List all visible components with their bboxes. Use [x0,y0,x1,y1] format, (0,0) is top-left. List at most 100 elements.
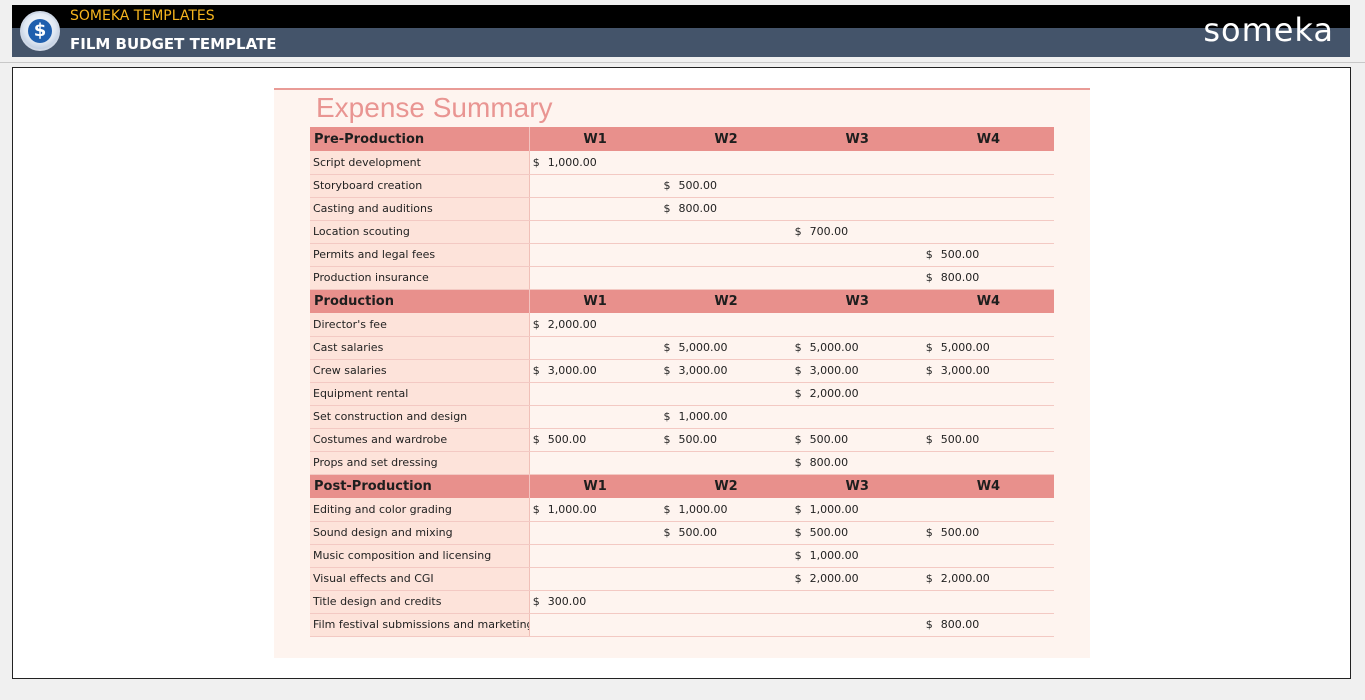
amount-cell[interactable] [791,151,923,175]
amount-cell[interactable]: $2,000.00 [791,382,923,406]
amount-cell[interactable]: $2,000.00 [791,567,923,591]
amount-cell[interactable] [529,220,661,244]
amount-cell[interactable]: $700.00 [791,220,923,244]
amount-cell[interactable] [922,544,1054,568]
week-header[interactable]: W1 [529,127,661,151]
amount-cell[interactable] [660,567,792,591]
dollar-coin-icon[interactable]: $ [20,11,60,51]
expense-item-cell[interactable]: Sound design and mixing [310,521,530,545]
week-header[interactable]: W3 [791,474,923,498]
amount-cell[interactable]: $500.00 [791,428,923,452]
amount-cell[interactable] [529,243,661,267]
amount-cell[interactable]: $1,000.00 [660,498,792,522]
amount-cell[interactable]: $500.00 [660,174,792,198]
expense-item-cell[interactable]: Cast salaries [310,336,530,360]
amount-cell[interactable] [529,174,661,198]
amount-cell[interactable] [791,197,923,221]
amount-cell[interactable]: $800.00 [922,613,1054,637]
amount-cell[interactable]: $500.00 [922,243,1054,267]
expense-item-cell[interactable]: Props and set dressing [310,451,530,475]
amount-cell[interactable] [660,220,792,244]
amount-cell[interactable] [660,151,792,175]
amount-cell[interactable]: $2,000.00 [529,313,661,337]
amount-cell[interactable] [922,382,1054,406]
amount-cell[interactable] [529,613,661,637]
amount-cell[interactable] [922,151,1054,175]
week-header[interactable]: W4 [922,127,1054,151]
week-header[interactable]: W3 [791,127,923,151]
expense-item-cell[interactable]: Title design and credits [310,590,530,614]
amount-cell[interactable]: $500.00 [922,428,1054,452]
amount-cell[interactable] [660,544,792,568]
amount-cell[interactable]: $500.00 [791,521,923,545]
amount-cell[interactable]: $3,000.00 [791,359,923,383]
amount-cell[interactable]: $800.00 [922,266,1054,290]
amount-cell[interactable]: $5,000.00 [922,336,1054,360]
amount-cell[interactable]: $800.00 [791,451,923,475]
expense-item-cell[interactable]: Visual effects and CGI [310,567,530,591]
section-name[interactable]: Production [310,289,530,313]
amount-cell[interactable] [922,197,1054,221]
amount-cell[interactable] [922,174,1054,198]
amount-cell[interactable]: $300.00 [529,590,661,614]
week-header[interactable]: W2 [660,127,792,151]
amount-cell[interactable]: $500.00 [529,428,661,452]
expense-item-cell[interactable]: Crew salaries [310,359,530,383]
amount-cell[interactable]: $500.00 [922,521,1054,545]
expense-item-cell[interactable]: Permits and legal fees [310,243,530,267]
amount-cell[interactable] [922,590,1054,614]
expense-item-cell[interactable]: Equipment rental [310,382,530,406]
amount-cell[interactable]: $3,000.00 [922,359,1054,383]
amount-cell[interactable] [529,197,661,221]
amount-cell[interactable] [660,313,792,337]
expense-item-cell[interactable]: Set construction and design [310,405,530,429]
amount-cell[interactable] [791,243,923,267]
amount-cell[interactable] [529,451,661,475]
amount-cell[interactable]: $500.00 [660,428,792,452]
amount-cell[interactable] [922,451,1054,475]
section-name[interactable]: Pre-Production [310,127,530,151]
section-name[interactable]: Post-Production [310,474,530,498]
amount-cell[interactable] [660,590,792,614]
amount-cell[interactable]: $500.00 [660,521,792,545]
week-header[interactable]: W2 [660,289,792,313]
amount-cell[interactable]: $1,000.00 [529,151,661,175]
amount-cell[interactable] [791,405,923,429]
amount-cell[interactable]: $3,000.00 [529,359,661,383]
amount-cell[interactable] [529,544,661,568]
amount-cell[interactable] [529,405,661,429]
amount-cell[interactable] [922,220,1054,244]
amount-cell[interactable] [660,382,792,406]
expense-item-cell[interactable]: Production insurance [310,266,530,290]
expense-item-cell[interactable]: Editing and color grading [310,498,530,522]
expense-item-cell[interactable]: Location scouting [310,220,530,244]
week-header[interactable]: W4 [922,474,1054,498]
amount-cell[interactable] [529,266,661,290]
amount-cell[interactable] [660,266,792,290]
amount-cell[interactable] [791,174,923,198]
week-header[interactable]: W4 [922,289,1054,313]
amount-cell[interactable]: $5,000.00 [660,336,792,360]
amount-cell[interactable] [791,613,923,637]
expense-item-cell[interactable]: Casting and auditions [310,197,530,221]
amount-cell[interactable] [660,451,792,475]
amount-cell[interactable]: $5,000.00 [791,336,923,360]
someka-logo[interactable]: someka [1203,11,1334,49]
amount-cell[interactable] [922,498,1054,522]
amount-cell[interactable] [660,613,792,637]
amount-cell[interactable]: $3,000.00 [660,359,792,383]
amount-cell[interactable] [922,405,1054,429]
amount-cell[interactable]: $1,000.00 [791,498,923,522]
amount-cell[interactable]: $1,000.00 [529,498,661,522]
expense-item-cell[interactable]: Costumes and wardrobe [310,428,530,452]
amount-cell[interactable]: $2,000.00 [922,567,1054,591]
amount-cell[interactable] [529,521,661,545]
expense-item-cell[interactable]: Music composition and licensing [310,544,530,568]
expense-item-cell[interactable]: Director's fee [310,313,530,337]
week-header[interactable]: W1 [529,289,661,313]
expense-item-cell[interactable]: Script development [310,151,530,175]
amount-cell[interactable] [660,243,792,267]
amount-cell[interactable]: $800.00 [660,197,792,221]
amount-cell[interactable] [922,313,1054,337]
week-header[interactable]: W3 [791,289,923,313]
